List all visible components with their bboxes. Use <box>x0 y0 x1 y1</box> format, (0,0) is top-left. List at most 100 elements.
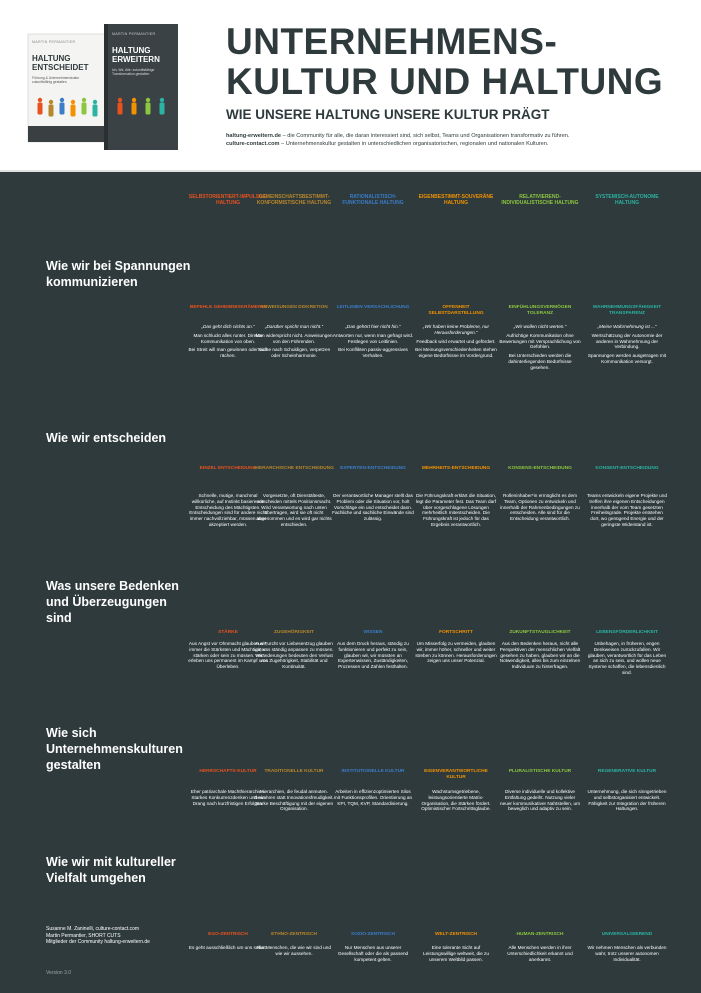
item-paragraph: Antworten nur, wenn man gefragt wird. Fe… <box>332 332 414 344</box>
column-header: RATIONALISTISCH-FUNKTIONALE HALTUNG <box>342 194 404 207</box>
column-header: GEMEINSCHAFTSBESTIMMT-KONFORMISTISCHE HA… <box>256 194 332 207</box>
version: Version 3.0 <box>46 970 72 976</box>
item-paragraph: Eine tolerante Sicht auf Leistungswillig… <box>423 945 489 962</box>
item-paragraph: Suche nach Schuldigen, verpetzen oder Sc… <box>257 347 331 359</box>
item-paragraph: Wir nehmen Menschen als verbunden wahr, … <box>587 945 667 962</box>
book-figure <box>92 99 98 105</box>
item-name: ZUGEHÖRIGKEIT <box>274 630 314 635</box>
column-header: RELATIVIEREND-INDIVIDUALISTISCHE HALTUNG <box>501 194 579 207</box>
book-figure <box>59 97 65 103</box>
item-name: LEBENSFÖRDERLICHKEIT <box>596 630 658 635</box>
item-text: „Wir haben keine Probleme, nur Herausfor… <box>415 324 497 362</box>
item-paragraph: Bei Meinungsverschiedenheiten stehen eig… <box>415 347 497 359</box>
item-text: Teams entwickeln eigene Projekte und tre… <box>586 493 668 531</box>
info-link: haltung-erweitern.de <box>226 133 282 139</box>
item-text: Um Misserfolg zu vermeiden, glauben wir,… <box>415 641 497 667</box>
item-text: Unternehmung, die sich sinngetrieben und… <box>586 789 668 815</box>
content-panel <box>0 172 701 993</box>
item-text: Die Führungskraft erklärt die Situation,… <box>415 493 497 531</box>
item-name: PLURALISTISCHE KULTUR <box>508 769 572 774</box>
book-band <box>28 126 106 142</box>
book-figure <box>37 102 43 115</box>
item-paragraph: Bei Konflikten passiv-aggressives Verhal… <box>338 347 408 359</box>
item-paragraph: Spannungen werden ausgetragen mit Kommun… <box>587 353 667 364</box>
item-name: REGENERATIVE KULTUR <box>597 769 657 774</box>
book-author: MARTIN PERMANTIER <box>112 32 156 36</box>
item-text: Schnelle, mutige, manchmal willkürliche,… <box>187 493 269 531</box>
credit: Susanne M. Zaninelli, culture-contact.co… <box>46 926 140 932</box>
row-label: Was unsere Bedenken und Überzeugungen si… <box>46 579 179 625</box>
book-figure <box>131 102 137 115</box>
item-paragraph: Nur Menschen aus unserer Gesellschaft od… <box>337 945 409 962</box>
book-figure <box>131 97 137 103</box>
item-text: Unbehagen, in früheren, engen Denkweisen… <box>586 641 668 679</box>
item-name: HIERARCHISCHE ENTSCHEIDUNG <box>254 466 334 471</box>
item-paragraph: Wachstumsgetriebene, leistungsorientiert… <box>421 789 491 812</box>
item-text: „Das gehört hier nicht hin.“ Antworten nu… <box>332 324 414 362</box>
item-name: OFFENHEIT SELBSTDARSTELLUNG <box>428 305 484 316</box>
title-line: KULTUR UND HALTUNG <box>226 61 664 102</box>
item-quote: „Wir wollen nicht werten.“ <box>513 324 567 329</box>
column-header: SYSTEMISCH-AUTONOME HALTUNG <box>595 194 659 207</box>
item-name: EINZEL ENTSCHEIDUNG <box>199 466 257 471</box>
item-text: Rolleninhaber*in ermöglicht es dem Team,… <box>499 493 581 525</box>
item-name: EXPERTEN-ENTSCHEIDUNG <box>340 466 406 471</box>
item-quote: „Darüber spricht man nicht.“ <box>264 324 324 329</box>
book-figure <box>117 102 123 115</box>
book-figure <box>48 104 54 117</box>
title-line: UNTERNEHMENS- <box>226 21 558 62</box>
item-paragraph: Man widerspricht nicht. Anweisungen von … <box>255 332 333 344</box>
item-paragraph: Rolleninhaber*in ermöglicht es dem Team,… <box>500 493 580 522</box>
book-figure <box>81 97 87 103</box>
book-figure <box>145 102 151 115</box>
item-name: FORTSCHRITT <box>439 630 473 635</box>
book-figure <box>37 97 43 103</box>
book-figure <box>70 99 76 105</box>
item-paragraph: Unternehmung, die sich sinngetrieben und… <box>587 789 667 812</box>
item-paragraph: Teams entwickeln eigene Projekte und tre… <box>587 493 667 527</box>
item-text: Es geht ausschließlich um uns selbst. <box>187 945 269 954</box>
item-paragraph: Um Misserfolg zu vermeiden, glauben wir,… <box>415 641 497 664</box>
item-name: STÄRKE <box>218 630 238 635</box>
book-cover <box>27 33 107 143</box>
book-figure <box>117 97 123 103</box>
book-figure <box>70 104 76 117</box>
book-title: HALTUNG ENTSCHEIDET <box>32 54 89 72</box>
column-header: SELBSTORIENTIERT-IMPULSIVE HALTUNG <box>188 194 268 207</box>
item-paragraph: Aus Furcht vor Liebesentzug glauben wir,… <box>254 641 334 670</box>
book-spine <box>104 24 108 150</box>
book-figure <box>159 102 165 115</box>
item-paragraph: Wertschätzung der Autonomie der anderen … <box>591 332 663 350</box>
item-paragraph: Alle Menschen werden in ihrer Unterschie… <box>507 945 573 962</box>
item-text: Wir nehmen Menschen als verbunden wahr, … <box>586 945 668 965</box>
item-paragraph: Unbehagen, in früheren, engen Denkweisen… <box>587 641 667 675</box>
item-paragraph: Schnelle, mutige, manchmal willkürliche,… <box>189 493 267 527</box>
item-name: TRADITIONELLE KULTUR <box>264 769 324 774</box>
item-text: Eher patriarchale Machthierarchien. Star… <box>187 789 269 809</box>
item-text: Hierarchien, die feudal anmuten. Bewahre… <box>253 789 335 815</box>
item-text: Wachstumsgetriebene, leistungsorientiert… <box>415 789 497 815</box>
header-rule <box>0 170 701 172</box>
item-text: Arbeiten in effizienzoptimierten Silos m… <box>332 789 414 809</box>
item-paragraph: Aufrichtige Kommunikation ohne Bewertung… <box>499 332 581 350</box>
item-name: KONSENS-ENTSCHEIDUNG <box>508 466 572 471</box>
item-text: Der verantwortliche Manager stellt das P… <box>332 493 414 525</box>
item-name: BEFEHLE GEHEIMNISKRÄMEREI <box>189 305 267 310</box>
item-name: EINFÜHLUNGSVERMÖGEN TOLERANZ <box>508 305 572 316</box>
info-link: culture-contact.com <box>226 141 280 147</box>
item-paragraph: Eher patriarchale Machthierarchien. Star… <box>190 789 266 806</box>
item-quote: „Wir haben keine Probleme, nur Herausfor… <box>422 324 490 335</box>
item-name: UNIVERSALISIEREND <box>601 932 653 937</box>
item-quote: „Das gehört hier nicht hin.“ <box>345 324 401 329</box>
book-figure <box>159 97 165 103</box>
book-figure <box>145 97 151 103</box>
item-paragraph: Aus Angst vor Ohnmacht glauben wir, imme… <box>188 641 268 670</box>
item-text: „Wir wollen nicht werten.“ Aufrichtige Ko… <box>499 324 581 374</box>
item-name: INSTITUTIONELLE KULTUR <box>341 769 405 774</box>
item-paragraph: Man schluckt alles runter. Direkte Kommu… <box>193 332 263 344</box>
item-name: WISSEN <box>363 630 383 635</box>
row-label: Wie wir mit kultureller Vielfalt umgehen <box>46 855 176 885</box>
item-paragraph: Diverse individuelle und kollektive Entf… <box>500 789 580 812</box>
book-subtitle: Ich, Wir, Alle: zukunftsfähige Transform… <box>112 68 155 77</box>
